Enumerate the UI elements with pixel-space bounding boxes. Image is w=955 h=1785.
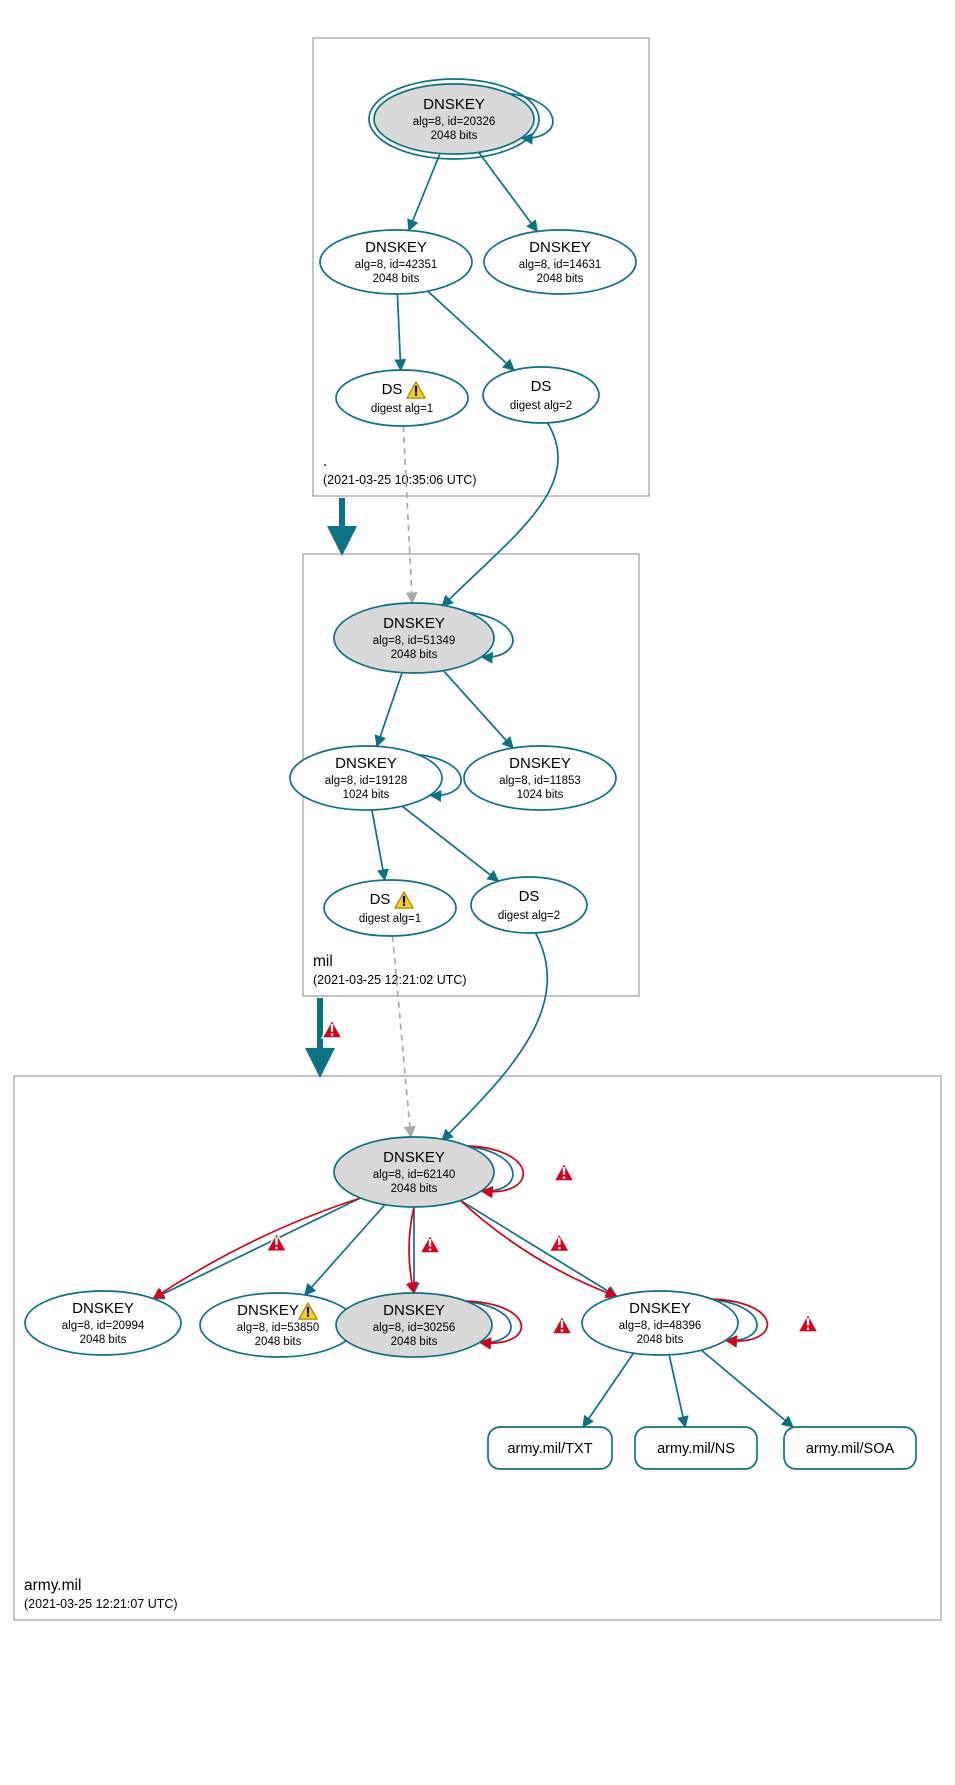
svg-text:DS: DS — [531, 378, 552, 395]
svg-text:alg=8, id=14631: alg=8, id=14631 — [519, 259, 602, 271]
svg-text:army.mil: army.mil — [24, 1577, 81, 1594]
svg-text:2048 bits: 2048 bits — [255, 1336, 302, 1348]
svg-text:.: . — [323, 453, 327, 470]
svg-text:DNSKEY: DNSKEY — [383, 1302, 445, 1319]
svg-text:alg=8, id=53850: alg=8, id=53850 — [237, 1322, 320, 1334]
svg-text:2048 bits: 2048 bits — [373, 273, 420, 285]
svg-text:army.mil/TXT: army.mil/TXT — [507, 1441, 592, 1457]
svg-text:DNSKEY: DNSKEY — [423, 96, 485, 113]
svg-text:2048 bits: 2048 bits — [537, 273, 584, 285]
svg-text:DNSKEY: DNSKEY — [237, 1302, 299, 1319]
svg-text:digest alg=1: digest alg=1 — [371, 403, 433, 415]
svg-text:alg=8, id=30256: alg=8, id=30256 — [373, 1322, 456, 1334]
svg-text:DNSKEY: DNSKEY — [529, 239, 591, 256]
svg-text:alg=8, id=48396: alg=8, id=48396 — [619, 1320, 702, 1332]
svg-text:DNSKEY: DNSKEY — [365, 239, 427, 256]
svg-text:2048 bits: 2048 bits — [391, 649, 438, 661]
dnssec-graph: . (2021-03-25 10:35:06 UTC) mil (2021-03-25… — [0, 0, 955, 1785]
svg-text:alg=8, id=62140: alg=8, id=62140 — [373, 1169, 456, 1181]
svg-text:DNSKEY: DNSKEY — [629, 1300, 691, 1317]
svg-text:(2021-03-25 10:35:06 UTC): (2021-03-25 10:35:06 UTC) — [323, 473, 477, 487]
svg-text:digest alg=1: digest alg=1 — [359, 913, 421, 925]
svg-text:DNSKEY: DNSKEY — [335, 755, 397, 772]
svg-text:DNSKEY: DNSKEY — [72, 1300, 134, 1317]
svg-text:2048 bits: 2048 bits — [391, 1336, 438, 1348]
svg-text:DNSKEY: DNSKEY — [509, 755, 571, 772]
svg-text:1024 bits: 1024 bits — [343, 789, 390, 801]
svg-text:DS: DS — [519, 888, 540, 905]
svg-text:alg=8, id=42351: alg=8, id=42351 — [355, 259, 438, 271]
svg-text:DS: DS — [382, 381, 403, 398]
svg-text:2048 bits: 2048 bits — [391, 1183, 438, 1195]
svg-text:digest alg=2: digest alg=2 — [510, 400, 572, 412]
svg-text:2048 bits: 2048 bits — [431, 130, 478, 142]
svg-text:alg=8, id=19128: alg=8, id=19128 — [325, 775, 408, 787]
svg-text:2048 bits: 2048 bits — [80, 1334, 127, 1346]
svg-text:army.mil/SOA: army.mil/SOA — [806, 1441, 895, 1457]
svg-text:1024 bits: 1024 bits — [517, 789, 564, 801]
svg-text:DS: DS — [370, 891, 391, 908]
svg-text:alg=8, id=51349: alg=8, id=51349 — [373, 635, 456, 647]
svg-text:mil: mil — [313, 953, 333, 970]
svg-text:alg=8, id=20326: alg=8, id=20326 — [413, 116, 496, 128]
svg-text:digest alg=2: digest alg=2 — [498, 910, 560, 922]
svg-text:DNSKEY: DNSKEY — [383, 1149, 445, 1166]
svg-text:alg=8, id=20994: alg=8, id=20994 — [62, 1320, 145, 1332]
svg-text:(2021-03-25 12:21:02 UTC): (2021-03-25 12:21:02 UTC) — [313, 973, 467, 987]
svg-text:(2021-03-25 12:21:07 UTC): (2021-03-25 12:21:07 UTC) — [24, 1597, 178, 1611]
svg-text:2048 bits: 2048 bits — [637, 1334, 684, 1346]
svg-text:alg=8, id=11853: alg=8, id=11853 — [499, 775, 581, 787]
svg-text:army.mil/NS: army.mil/NS — [657, 1441, 735, 1457]
svg-text:DNSKEY: DNSKEY — [383, 615, 445, 632]
